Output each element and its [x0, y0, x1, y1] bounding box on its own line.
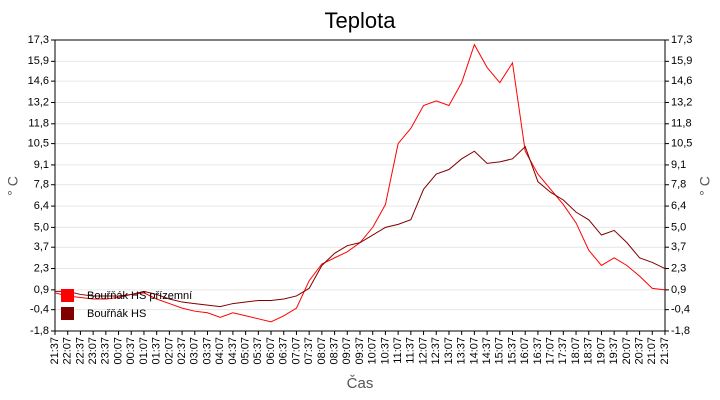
- legend-label: Bouřňák HS: [87, 308, 146, 320]
- y2-tick-label: 11,8: [671, 118, 692, 130]
- x-tick-label: 14:37: [481, 337, 493, 365]
- chart-title: Teplota: [325, 8, 397, 33]
- legend-label: Bouřňák HS přízemní: [87, 290, 192, 302]
- x-tick-label: 08:37: [328, 337, 340, 365]
- y-tick-label: 9,1: [34, 159, 49, 171]
- y-tick-label: 7,8: [34, 179, 49, 191]
- y-tick-label: 2,3: [34, 262, 49, 274]
- x-tick-label: 05:37: [252, 337, 264, 365]
- y2-tick-label: -1,8: [671, 325, 690, 337]
- y-tick-label: 0,9: [34, 284, 49, 296]
- x-tick-label: 09:37: [354, 337, 366, 365]
- y-axis-title: ° C: [5, 176, 21, 196]
- x-tick-label: 22:37: [74, 337, 86, 365]
- data-line: [55, 145, 666, 308]
- y2-tick-label: -0,4: [671, 304, 690, 316]
- y2-tick-label: 6,4: [671, 200, 686, 212]
- x-tick-label: 19:37: [608, 337, 620, 365]
- y2-tick-label: 0,9: [671, 284, 686, 296]
- y2-tick-label: 13,2: [671, 96, 692, 108]
- x-tick-label: 01:07: [138, 337, 150, 365]
- y-tick-label: 10,5: [28, 138, 49, 150]
- legend-swatch: [61, 289, 74, 302]
- x-tick-label: 11:37: [405, 337, 417, 364]
- x-tick-label: 22:07: [62, 337, 74, 365]
- x-tick-label: 13:37: [456, 337, 468, 365]
- x-tick-label: 23:37: [100, 337, 112, 365]
- x-tick-label: 03:07: [189, 337, 201, 365]
- x-tick-label: 20:37: [633, 337, 645, 365]
- y-tick-label: 13,2: [28, 96, 49, 108]
- x-tick-label: 17:37: [557, 337, 569, 365]
- x-tick-label: 12:07: [417, 337, 429, 365]
- x-tick-label: 16:37: [532, 337, 544, 365]
- x-tick-label: 00:07: [112, 337, 124, 365]
- x-tick-label: 06:07: [265, 337, 277, 365]
- x-tick-label: 11:07: [392, 337, 404, 364]
- x-tick-label: 21:07: [646, 337, 658, 365]
- y2-tick-label: 2,3: [671, 262, 686, 274]
- y2-tick-label: 14,6: [671, 75, 692, 87]
- x-tick-label: 12:37: [430, 337, 442, 365]
- y2-tick-label: 5,0: [671, 221, 686, 233]
- x-tick-label: 02:37: [176, 337, 188, 365]
- y2-tick-label: 17,3: [671, 34, 692, 46]
- x-tick-label: 02:07: [163, 337, 175, 365]
- x-tick-label: 21:37: [49, 337, 61, 365]
- legend-swatch: [61, 307, 74, 320]
- x-tick-label: 18:37: [583, 337, 595, 365]
- x-tick-label: 04:37: [227, 337, 239, 365]
- x-tick-label: 18:07: [570, 337, 582, 365]
- x-tick-label: 00:37: [125, 337, 137, 365]
- x-tick-label: 10:07: [367, 337, 379, 365]
- x-tick-label: 03:37: [201, 337, 213, 365]
- plot-frame: [54, 39, 666, 332]
- y2-tick-label: 15,9: [671, 55, 692, 67]
- x-tick-label: 17:07: [545, 337, 557, 365]
- y-tick-label: 5,0: [34, 221, 49, 233]
- y-tick-label: 6,4: [34, 200, 49, 212]
- y2-tick-label: 9,1: [671, 159, 686, 171]
- y2-tick-label: 7,8: [671, 179, 686, 191]
- x-tick-label: 23:07: [87, 337, 99, 365]
- y-tick-label: 11,8: [28, 118, 49, 130]
- x-tick-label: 21:37: [659, 337, 671, 365]
- y2-tick-label: 3,7: [671, 241, 686, 253]
- y-tick-label: -1,8: [30, 325, 49, 337]
- x-tick-label: 14:07: [468, 337, 480, 365]
- y-tick-label: 14,6: [28, 75, 49, 87]
- x-tick-label: 15:07: [494, 337, 506, 365]
- x-tick-label: 05:07: [240, 337, 252, 365]
- x-tick-label: 13:07: [443, 337, 455, 365]
- x-tick-label: 07:37: [303, 337, 315, 365]
- x-tick-label: 16:07: [519, 337, 531, 365]
- y-tick-label: -0,4: [30, 304, 49, 316]
- y-tick-label: 17,3: [28, 34, 49, 46]
- x-tick-label: 20:07: [621, 337, 633, 365]
- x-tick-label: 01:37: [151, 337, 163, 365]
- x-tick-label: 19:07: [595, 337, 607, 365]
- y-tick-label: 15,9: [28, 55, 49, 67]
- x-tick-label: 09:07: [341, 337, 353, 365]
- x-tick-label: 06:37: [278, 337, 290, 365]
- x-tick-label: 10:37: [379, 337, 391, 365]
- y2-tick-label: 10,5: [671, 138, 692, 150]
- x-axis-title: Čas: [347, 375, 374, 392]
- x-tick-label: 04:07: [214, 337, 226, 365]
- y2-axis-title: ° C: [697, 176, 713, 196]
- y-tick-label: 3,7: [34, 241, 49, 253]
- x-tick-label: 08:07: [316, 337, 328, 365]
- x-tick-label: 07:07: [290, 337, 302, 365]
- x-tick-label: 15:37: [506, 337, 518, 365]
